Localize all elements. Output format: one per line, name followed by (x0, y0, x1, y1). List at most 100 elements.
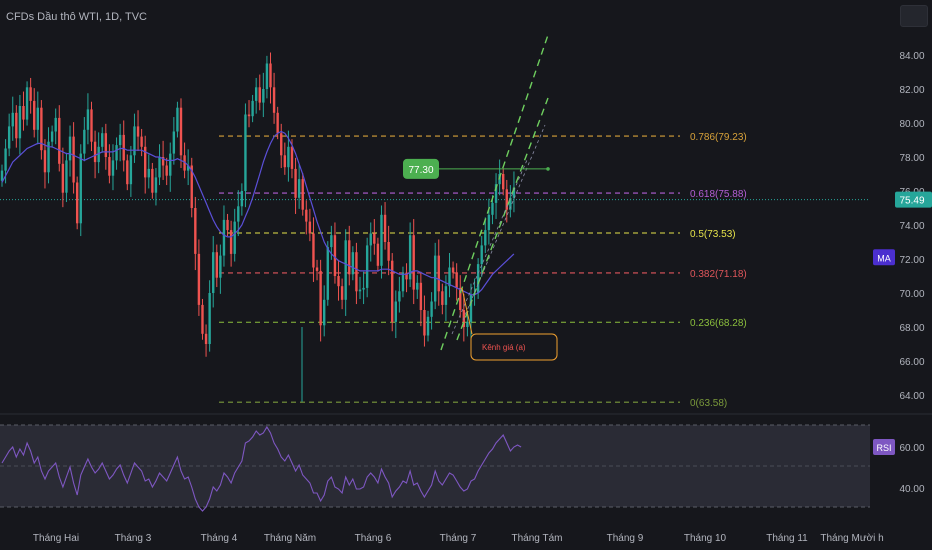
candle-body (151, 168, 154, 193)
candle-body (380, 214, 383, 266)
candle-body (294, 168, 297, 198)
candle-body (58, 117, 61, 164)
candle-body (258, 87, 261, 103)
candle-body (344, 240, 347, 300)
candle-body (212, 252, 215, 293)
candle-body (305, 209, 308, 222)
settings-button[interactable] (900, 5, 928, 27)
ma-badge (873, 249, 895, 266)
price-axis-tick-label: 82.00 (899, 85, 924, 96)
candle-body (226, 219, 229, 231)
candle-body (337, 276, 340, 287)
candle-body (362, 287, 365, 290)
candle-body (387, 242, 390, 261)
candle-body (365, 245, 369, 288)
candle-body (136, 126, 140, 137)
candle-body (398, 291, 401, 302)
candle-body (351, 252, 355, 275)
candle-body (61, 163, 65, 193)
candle-body (297, 179, 301, 198)
candle-body (108, 157, 111, 176)
candle-body (244, 114, 247, 191)
candle-body (147, 168, 150, 178)
candle-body (251, 100, 254, 117)
candle-body (144, 146, 147, 178)
rsi-line (1, 425, 522, 512)
rsi-badge-label: RSI (876, 443, 891, 453)
candle-body (18, 106, 22, 139)
candle-body (419, 282, 423, 310)
candle-body (237, 206, 240, 222)
candle-body (383, 214, 387, 242)
candle-body (111, 160, 115, 176)
candle-body (444, 286, 448, 305)
candle-body (408, 235, 412, 280)
candle-body (448, 267, 451, 287)
candle-body (183, 155, 186, 171)
candle-body (301, 179, 304, 210)
candle-body (93, 141, 97, 163)
candle-body (208, 293, 211, 344)
candle-body (340, 286, 344, 300)
candle-body (133, 126, 136, 156)
candle-body (68, 136, 72, 161)
candle-body (50, 131, 54, 142)
candle-body (79, 153, 82, 224)
candle-body (72, 136, 75, 183)
target-badge (403, 158, 439, 179)
candle-body (280, 133, 283, 156)
candle-body (47, 141, 50, 173)
ma-badge-label: MA (877, 253, 891, 263)
candle-body (219, 255, 222, 278)
candle-body (333, 235, 337, 276)
x-axis-tick-label: Tháng Hai (33, 533, 79, 544)
ma-line (1, 130, 515, 296)
candle-body (97, 146, 100, 163)
candle-body (466, 321, 469, 327)
candle-body (36, 107, 39, 130)
price-axis-tick-label: 84.00 (899, 51, 924, 62)
candle-body (118, 134, 122, 146)
candle-body (441, 291, 444, 305)
candle-body (412, 235, 415, 290)
candle-body (423, 310, 426, 336)
candle-body (358, 289, 362, 292)
candle-body (319, 270, 322, 326)
candle-body (394, 301, 397, 322)
candle-body (509, 197, 512, 210)
candle-body (287, 146, 290, 168)
candle-body (201, 304, 204, 334)
candle-body (330, 235, 333, 248)
candle-body (75, 182, 79, 224)
x-axis-tick-label: Tháng 9 (607, 533, 644, 544)
candle-body (433, 255, 437, 302)
fib-level-label: 0.5(73.53) (690, 229, 736, 240)
candle-body (11, 112, 14, 127)
candle-body (416, 282, 419, 290)
candle-body (176, 107, 179, 132)
rsi-axis-tick-label: 40.00 (899, 484, 924, 495)
candles-group (0, 52, 516, 402)
x-axis-tick-label: Tháng 3 (115, 533, 152, 544)
candle-body (512, 187, 516, 198)
candle-body (115, 145, 118, 161)
candle-body (190, 165, 193, 208)
candle-body (455, 272, 458, 288)
candle-body (186, 165, 190, 171)
price-axis-tick-label: 74.00 (899, 221, 924, 232)
candle-body (122, 134, 125, 161)
candle-body (312, 233, 315, 268)
candle-body (451, 267, 455, 273)
candle-body (129, 155, 133, 185)
candle-body (269, 63, 272, 88)
candle-body (179, 107, 183, 156)
candle-body (140, 136, 143, 147)
candle-body (22, 106, 25, 120)
candle-body (315, 267, 319, 271)
x-axis-tick-label: Tháng 11 (766, 533, 808, 544)
candle-body (161, 157, 165, 166)
x-axis-tick-label: Tháng 6 (355, 533, 392, 544)
price-axis-tick-label: 80.00 (899, 119, 924, 130)
candle-body (430, 301, 433, 317)
